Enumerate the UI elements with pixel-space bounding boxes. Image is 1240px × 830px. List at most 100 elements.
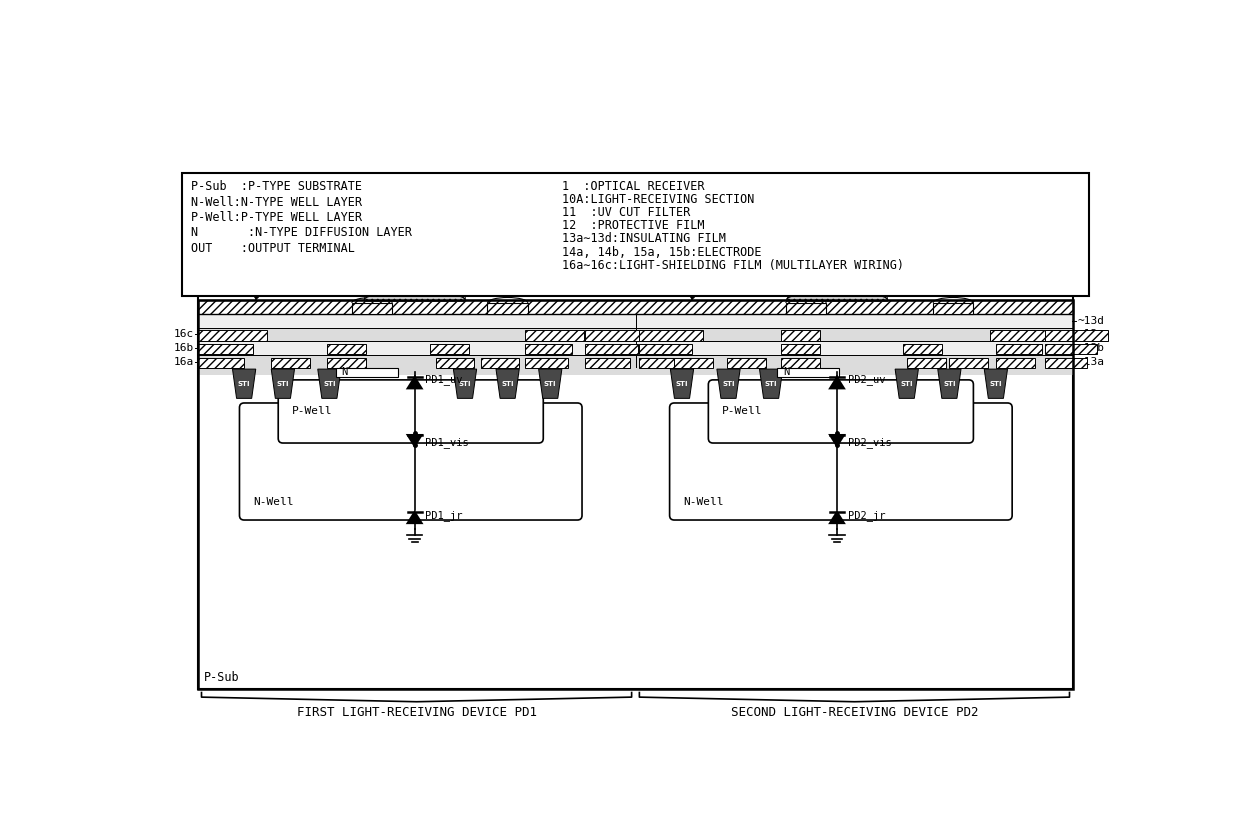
Bar xyxy=(327,358,366,369)
FancyBboxPatch shape xyxy=(708,380,973,443)
Text: PD2_vis: PD2_vis xyxy=(848,437,892,447)
Polygon shape xyxy=(759,369,782,398)
Bar xyxy=(197,300,1074,314)
Bar xyxy=(635,328,1074,341)
Text: 1  :OPTICAL RECEIVER: 1 :OPTICAL RECEIVER xyxy=(562,180,704,193)
Bar xyxy=(640,358,682,369)
Polygon shape xyxy=(671,369,693,398)
Bar xyxy=(635,341,1074,355)
Text: N: N xyxy=(782,367,789,377)
FancyBboxPatch shape xyxy=(278,380,543,443)
Bar xyxy=(786,290,888,301)
Bar xyxy=(526,330,584,340)
Text: STI: STI xyxy=(238,381,250,387)
Polygon shape xyxy=(317,369,341,398)
Polygon shape xyxy=(895,369,919,398)
Text: ~13d: ~13d xyxy=(1078,315,1105,325)
Bar xyxy=(197,300,1074,689)
Text: 16c: 16c xyxy=(174,330,193,339)
Bar xyxy=(435,358,474,369)
Text: 16b: 16b xyxy=(174,344,193,354)
Bar xyxy=(197,286,1074,689)
Text: 16a∼16c:LIGHT-SHIELDING FILM (MULTILAYER WIRING): 16a∼16c:LIGHT-SHIELDING FILM (MULTILAYER… xyxy=(562,259,904,271)
Bar xyxy=(526,358,568,369)
Text: 13a∼13d:INSULATING FILM: 13a∼13d:INSULATING FILM xyxy=(562,232,725,246)
Bar xyxy=(585,358,630,369)
Text: STI: STI xyxy=(501,381,513,387)
Bar xyxy=(640,344,692,354)
Text: 12: 12 xyxy=(1030,194,1047,208)
Polygon shape xyxy=(408,435,422,446)
Bar xyxy=(365,290,465,301)
Text: P-Well: P-Well xyxy=(722,407,763,417)
Bar xyxy=(996,358,1034,369)
Text: ~13c: ~13c xyxy=(1078,330,1105,339)
Bar xyxy=(991,330,1049,340)
Bar xyxy=(327,344,366,354)
Polygon shape xyxy=(985,369,1007,398)
Bar xyxy=(585,330,649,340)
Text: P-Well:P-TYPE WELL LAYER: P-Well:P-TYPE WELL LAYER xyxy=(191,211,362,224)
Bar xyxy=(934,303,973,314)
Text: OUT    :OUTPUT TERMINAL: OUT :OUTPUT TERMINAL xyxy=(191,242,356,255)
Polygon shape xyxy=(830,512,844,523)
Text: STI: STI xyxy=(324,381,336,387)
Text: 12  :PROTECTIVE FILM: 12 :PROTECTIVE FILM xyxy=(562,219,704,232)
Bar xyxy=(487,303,528,314)
Text: PD2_jr: PD2_jr xyxy=(848,510,885,521)
Bar xyxy=(197,330,268,340)
Text: 1: 1 xyxy=(1045,174,1054,188)
Text: 14a, 14b, 15a, 15b:ELECTRODE: 14a, 14b, 15a, 15b:ELECTRODE xyxy=(562,246,761,259)
Bar xyxy=(781,330,820,340)
Bar xyxy=(197,355,635,369)
Text: 14a: 14a xyxy=(361,194,383,208)
Text: 15b: 15b xyxy=(942,194,965,208)
Bar xyxy=(481,358,520,369)
Bar xyxy=(585,344,637,354)
Text: P-Sub: P-Sub xyxy=(203,671,239,684)
Bar xyxy=(950,358,988,369)
Bar xyxy=(197,314,635,328)
Polygon shape xyxy=(830,435,844,446)
Text: N       :N-TYPE DIFFUSION LAYER: N :N-TYPE DIFFUSION LAYER xyxy=(191,227,412,239)
Bar xyxy=(1044,358,1087,369)
FancyBboxPatch shape xyxy=(239,403,582,520)
Bar xyxy=(823,241,851,257)
Polygon shape xyxy=(538,369,562,398)
Bar xyxy=(272,358,310,369)
Text: STI: STI xyxy=(277,381,289,387)
Polygon shape xyxy=(408,378,422,388)
Bar xyxy=(777,368,839,377)
Bar xyxy=(635,368,1074,375)
Text: 14b: 14b xyxy=(795,194,817,208)
Bar xyxy=(1044,330,1109,340)
Text: ~13a: ~13a xyxy=(1078,357,1105,367)
Bar xyxy=(640,330,703,340)
Bar xyxy=(197,344,253,354)
Text: PD1_uv: PD1_uv xyxy=(425,374,463,384)
Bar xyxy=(526,344,572,354)
Text: SECOND LIGHT-RECEIVING DEVICE PD2: SECOND LIGHT-RECEIVING DEVICE PD2 xyxy=(730,706,978,720)
Text: 11  :UV CUT FILTER: 11 :UV CUT FILTER xyxy=(562,207,691,219)
Bar xyxy=(197,368,635,375)
Text: N: N xyxy=(341,367,347,377)
Text: STI: STI xyxy=(990,381,1002,387)
Text: PD2_uv: PD2_uv xyxy=(848,374,885,384)
Bar xyxy=(402,241,428,257)
Text: N-Well: N-Well xyxy=(683,496,724,506)
Polygon shape xyxy=(272,369,295,398)
Text: STI: STI xyxy=(676,381,688,387)
Bar xyxy=(675,358,713,369)
Bar xyxy=(906,358,945,369)
Bar xyxy=(903,344,941,354)
Polygon shape xyxy=(233,369,255,398)
Bar xyxy=(635,314,1074,328)
Bar xyxy=(781,358,820,369)
Text: 10A:LIGHT-RECEIVING SECTION: 10A:LIGHT-RECEIVING SECTION xyxy=(562,193,754,206)
Text: P-Well: P-Well xyxy=(293,407,332,417)
Bar xyxy=(781,344,820,354)
Text: STI: STI xyxy=(722,381,735,387)
Bar xyxy=(182,173,1089,296)
Text: FIRST LIGHT-RECEIVING DEVICE PD1: FIRST LIGHT-RECEIVING DEVICE PD1 xyxy=(296,706,537,720)
Text: STI: STI xyxy=(544,381,557,387)
